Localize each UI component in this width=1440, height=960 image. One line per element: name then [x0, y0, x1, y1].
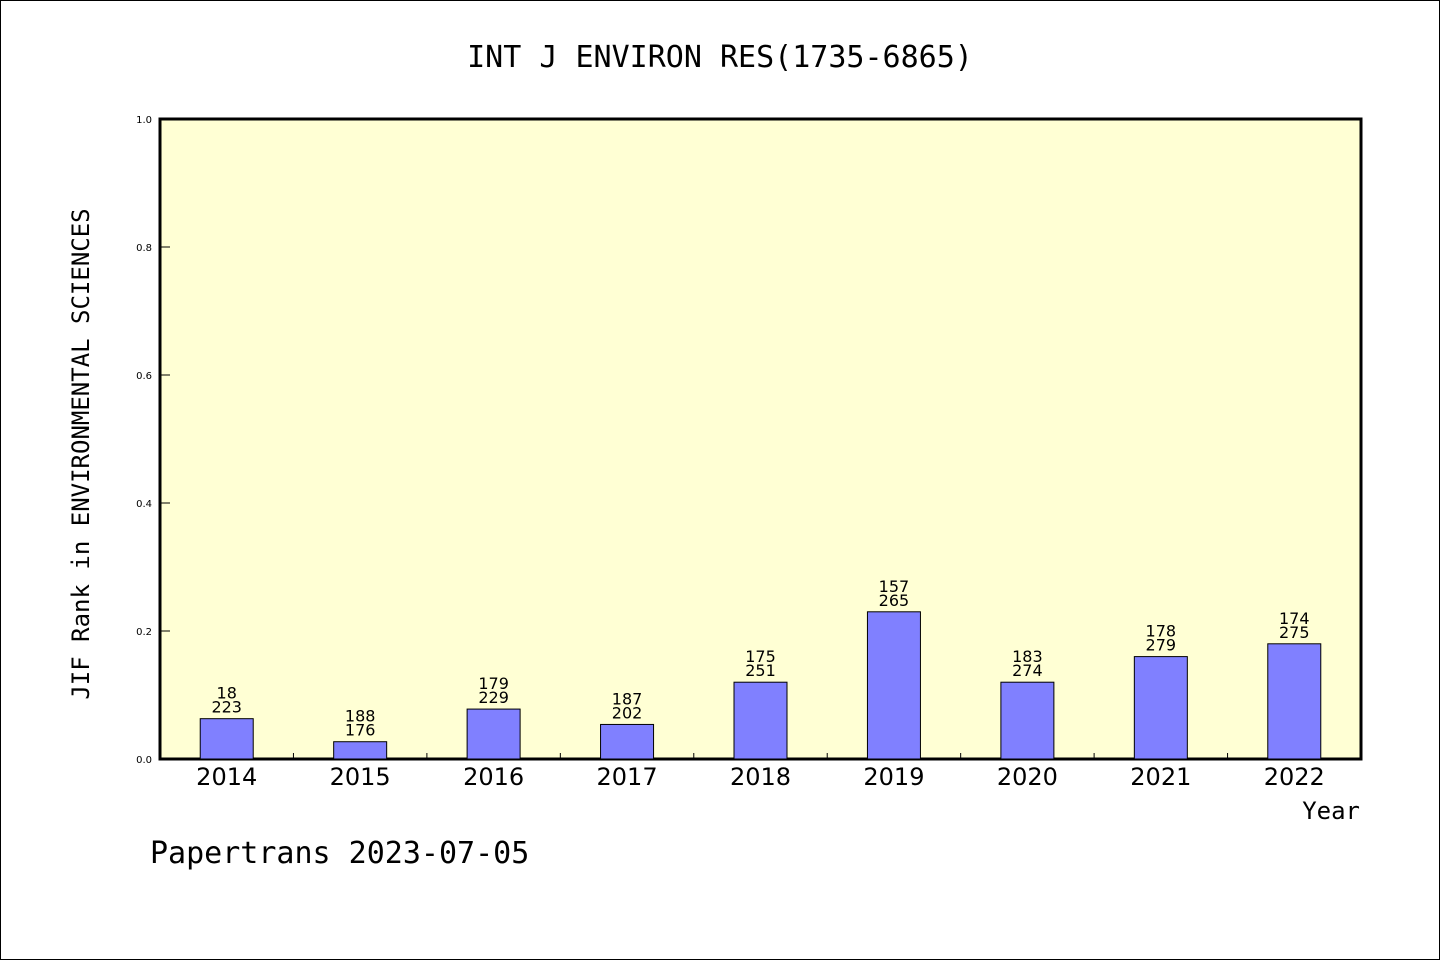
plot-area	[158, 117, 1363, 761]
bar-total-label: 279	[1146, 636, 1177, 655]
bar-total-label: 274	[1012, 661, 1043, 680]
bar-rank-label: 175	[745, 647, 776, 666]
bar-rank-label: 174	[1279, 609, 1310, 628]
bar	[1267, 643, 1322, 760]
bar-rank-label: 179	[478, 674, 509, 693]
y-tick-label: 0.2	[136, 627, 152, 638]
y-tick-label: 0.6	[136, 371, 152, 382]
x-axis-label: Year	[1302, 797, 1360, 825]
bar-rank-label: 178	[1146, 622, 1177, 641]
x-tick-label: 2022	[1264, 763, 1325, 791]
bar	[600, 723, 655, 760]
bar-total-label: 275	[1279, 623, 1310, 642]
x-tick-label: 2019	[863, 763, 924, 791]
y-tick-label: 1.0	[136, 115, 152, 126]
bar-total-label: 223	[211, 698, 242, 717]
bar	[466, 708, 521, 760]
bar-total-label: 176	[345, 721, 376, 740]
bar-total-label: 229	[478, 688, 509, 707]
y-axis-ticks: 0.0 0.2 0.4 0.6 0.8 1.0	[136, 115, 170, 766]
x-tick-label: 2020	[997, 763, 1058, 791]
bar	[333, 741, 388, 760]
bar-rank-label: 18	[217, 684, 237, 703]
bar-total-label: 265	[879, 591, 910, 610]
bar-rank-label: 188	[345, 707, 376, 726]
bar-series	[199, 611, 1322, 760]
x-tick-label: 2014	[196, 763, 257, 791]
x-tick-label: 2016	[463, 763, 524, 791]
bar	[199, 718, 254, 760]
chart-title: INT J ENVIRON RES(1735-6865)	[467, 40, 973, 75]
x-axis-ticks: 2014 2015 2016 2017 2018 2019 2020 2021 2022	[196, 753, 1325, 791]
bar-total-label: 202	[612, 703, 643, 722]
x-tick-label: 2021	[1130, 763, 1191, 791]
bar	[733, 681, 788, 760]
bar-rank-label: 157	[879, 577, 910, 596]
x-tick-label: 2017	[597, 763, 658, 791]
bar-rank-label: 183	[1012, 647, 1043, 666]
y-tick-label: 0.8	[136, 243, 152, 254]
bar-rank-label: 187	[612, 689, 643, 708]
bar-total-label: 251	[745, 661, 776, 680]
x-tick-label: 2015	[330, 763, 391, 791]
y-axis-label: JIF Rank in ENVIRONMENTAL SCIENCES	[67, 208, 95, 699]
bar	[1133, 656, 1188, 760]
bar	[1000, 681, 1055, 760]
bar	[866, 611, 921, 760]
x-tick-label: 2018	[730, 763, 791, 791]
footer-credit: Papertrans 2023-07-05	[150, 836, 529, 871]
y-tick-label: 0.4	[136, 499, 152, 510]
y-tick-label: 0.0	[136, 755, 152, 766]
